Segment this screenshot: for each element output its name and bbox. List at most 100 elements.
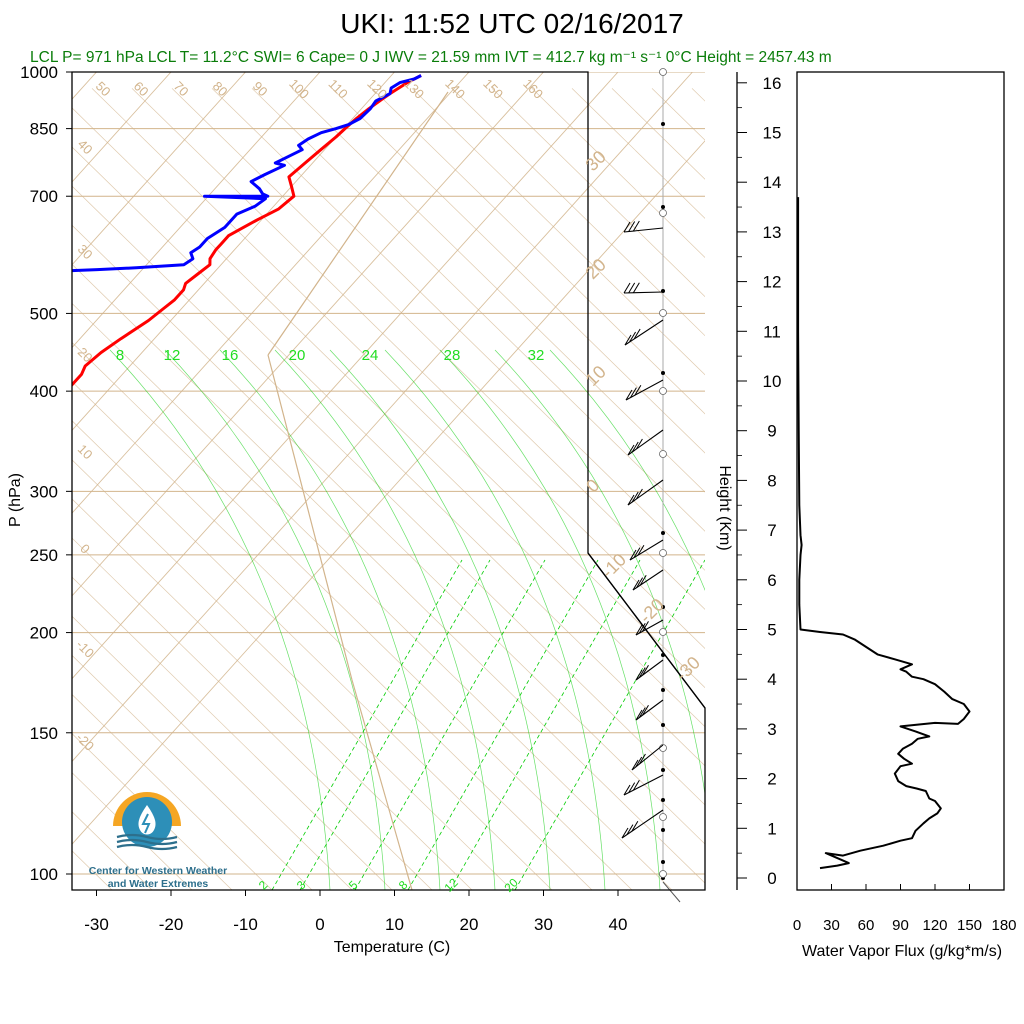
- flux-x-tick-label: 120: [922, 917, 947, 934]
- x-axis-label: Temperature (C): [334, 939, 450, 956]
- mixing-ratio-label-lower: 20: [501, 875, 521, 895]
- mixing-ratio-line: [514, 559, 705, 890]
- mixing-ratio-label-upper: 8: [116, 347, 124, 364]
- wind-barb-flag: [638, 622, 646, 634]
- height-tick-label: 0: [767, 869, 776, 888]
- height-tick-label: 16: [763, 74, 782, 93]
- mixing-ratio-line: [299, 559, 491, 890]
- dry-adiabat-line: [812, 88, 1024, 890]
- wind-level-circle: [659, 870, 667, 878]
- dry-adiabat-line: [651, 88, 705, 141]
- wind-barb-flag: [638, 707, 646, 718]
- flux-plot: [797, 197, 971, 870]
- flux-x-tick-label: 30: [823, 917, 840, 934]
- isotherm-label: -10: [73, 637, 97, 661]
- wind-barb-flag: [627, 444, 635, 456]
- wind-barb-flag: [632, 779, 640, 791]
- x-tick-label: 40: [609, 915, 628, 934]
- wind-barb-shaft: [624, 319, 664, 346]
- x-tick-label: -20: [159, 915, 184, 934]
- wind-barb: [623, 774, 664, 796]
- wind-barb-flag: [631, 491, 639, 503]
- wind-barb-shaft: [621, 809, 664, 839]
- wind-barb-flag: [631, 441, 639, 453]
- isotherm-label: -20: [73, 730, 97, 754]
- x-tick-label: 0: [315, 915, 324, 934]
- flux-x-tick-label: 150: [957, 917, 982, 934]
- wind-barb-flag: [628, 282, 636, 294]
- wind-barb: [632, 569, 664, 591]
- wind-barb-flag: [625, 389, 633, 401]
- dry-adiabat-line: [251, 88, 705, 532]
- y-tick-label: 850: [30, 120, 58, 139]
- mixing-ratio-label-lower: 12: [441, 875, 461, 895]
- wind-barb-flag: [635, 438, 643, 450]
- wind-barb-flag: [624, 334, 632, 346]
- wind-barb-shaft: [629, 539, 664, 561]
- sounding-profiles: [72, 74, 422, 388]
- height-tick-label: 2: [767, 770, 776, 789]
- x-tick-label: -30: [84, 915, 109, 934]
- wind-barb-flag: [642, 664, 649, 676]
- moist-adiabat-line: [329, 349, 551, 890]
- wind-level-circle: [659, 387, 667, 395]
- wind-barb-flag: [633, 328, 641, 340]
- wind-barb: [623, 220, 664, 233]
- height-tick-label: 1: [767, 819, 776, 838]
- wind-barb: [625, 379, 664, 401]
- isotherm-line: [72, 72, 470, 514]
- wind-barb-shaft: [623, 774, 664, 796]
- wind-barb: [635, 619, 664, 636]
- dry-adiabat-line: [171, 88, 705, 610]
- dry-adiabat-line: [72, 302, 673, 890]
- flux-x-tick-label: 180: [991, 917, 1016, 934]
- wind-dot: [661, 828, 665, 832]
- skewt-frame: [71, 71, 706, 891]
- wind-barb: [631, 744, 664, 771]
- isotherm-label: 0: [77, 541, 93, 557]
- dry-adiabat-line: [531, 88, 705, 258]
- wind-barb-flag: [626, 824, 634, 835]
- dry-adiabat-line: [451, 88, 705, 337]
- y-tick-label: 1000: [20, 63, 58, 82]
- wind-dot: [661, 371, 665, 375]
- wind-barb-shaft: [625, 379, 664, 401]
- y-tick-label: 150: [30, 724, 58, 743]
- wind-barb: [635, 659, 664, 681]
- dry-adiabat-line: [72, 146, 705, 767]
- x-tick-label: 20: [460, 915, 479, 934]
- isotherm-label: 80: [210, 78, 231, 99]
- isotherm-label: 100: [286, 76, 312, 102]
- isotherm-line: [0, 72, 22, 874]
- wind-barb: [627, 479, 664, 506]
- temperature-profile: [72, 74, 422, 388]
- height-tick-label: 12: [763, 273, 782, 292]
- logo-bolt: [141, 813, 151, 834]
- wind-barbs: [621, 68, 681, 903]
- wind-barb-flag: [623, 282, 631, 294]
- y-tick-label: 700: [30, 187, 58, 206]
- isotherm-label: 70: [171, 78, 192, 99]
- wind-level-circle: [659, 68, 667, 76]
- wind-barb: [623, 282, 664, 294]
- wind-barb: [635, 699, 664, 721]
- wind-barb-flag: [635, 709, 643, 721]
- dry-adiabat-line: [72, 537, 433, 890]
- wind-barb-shaft: [632, 569, 664, 591]
- isotherm-label: 130: [401, 76, 427, 102]
- moist-adiabat-line: [439, 349, 661, 890]
- isotherm-label-right: 10: [582, 362, 610, 390]
- dry-adiabat-line: [72, 498, 473, 890]
- wind-barb-flag: [634, 384, 642, 396]
- dry-adiabat-line: [72, 263, 705, 884]
- mixing-ratio-line: [271, 559, 463, 890]
- height-tick-label: 3: [767, 720, 776, 739]
- dry-adiabat-line: [72, 733, 233, 890]
- flux-x-tick-label: 90: [892, 917, 909, 934]
- wind-barb-flag: [631, 821, 639, 832]
- dry-adiabat-line: [72, 615, 353, 890]
- moist-adiabat-line: [494, 349, 705, 797]
- wind-barb-shaft: [635, 699, 664, 721]
- isotherm-label: 110: [326, 76, 351, 101]
- isotherm-label: 160: [520, 76, 546, 102]
